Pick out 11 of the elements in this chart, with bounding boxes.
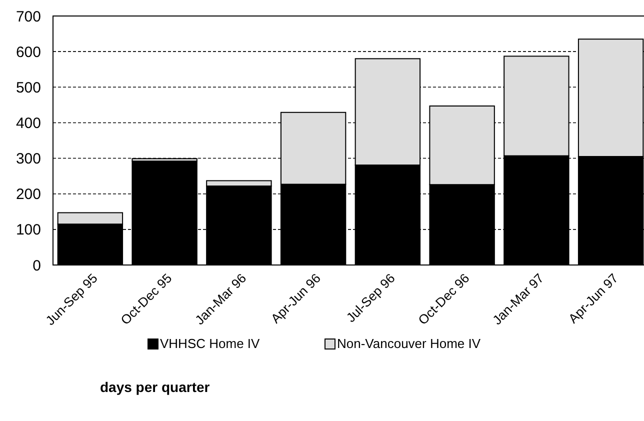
y-tick-label: 300	[16, 150, 41, 168]
y-tick-label: 700	[16, 8, 41, 26]
text: days per quarter	[100, 379, 210, 395]
y-tick-label: 0	[32, 257, 41, 274]
y-tick-label: 100	[16, 222, 41, 239]
y-tick-label: 200	[16, 186, 41, 204]
y-tick-label: 600	[16, 44, 41, 61]
y-tick-label: 500	[16, 79, 41, 96]
y-tick-label: 400	[16, 114, 41, 132]
legend-label: VHHSC Home IV	[160, 336, 260, 351]
legend-label: Non-Vancouver Home IV	[337, 336, 481, 351]
